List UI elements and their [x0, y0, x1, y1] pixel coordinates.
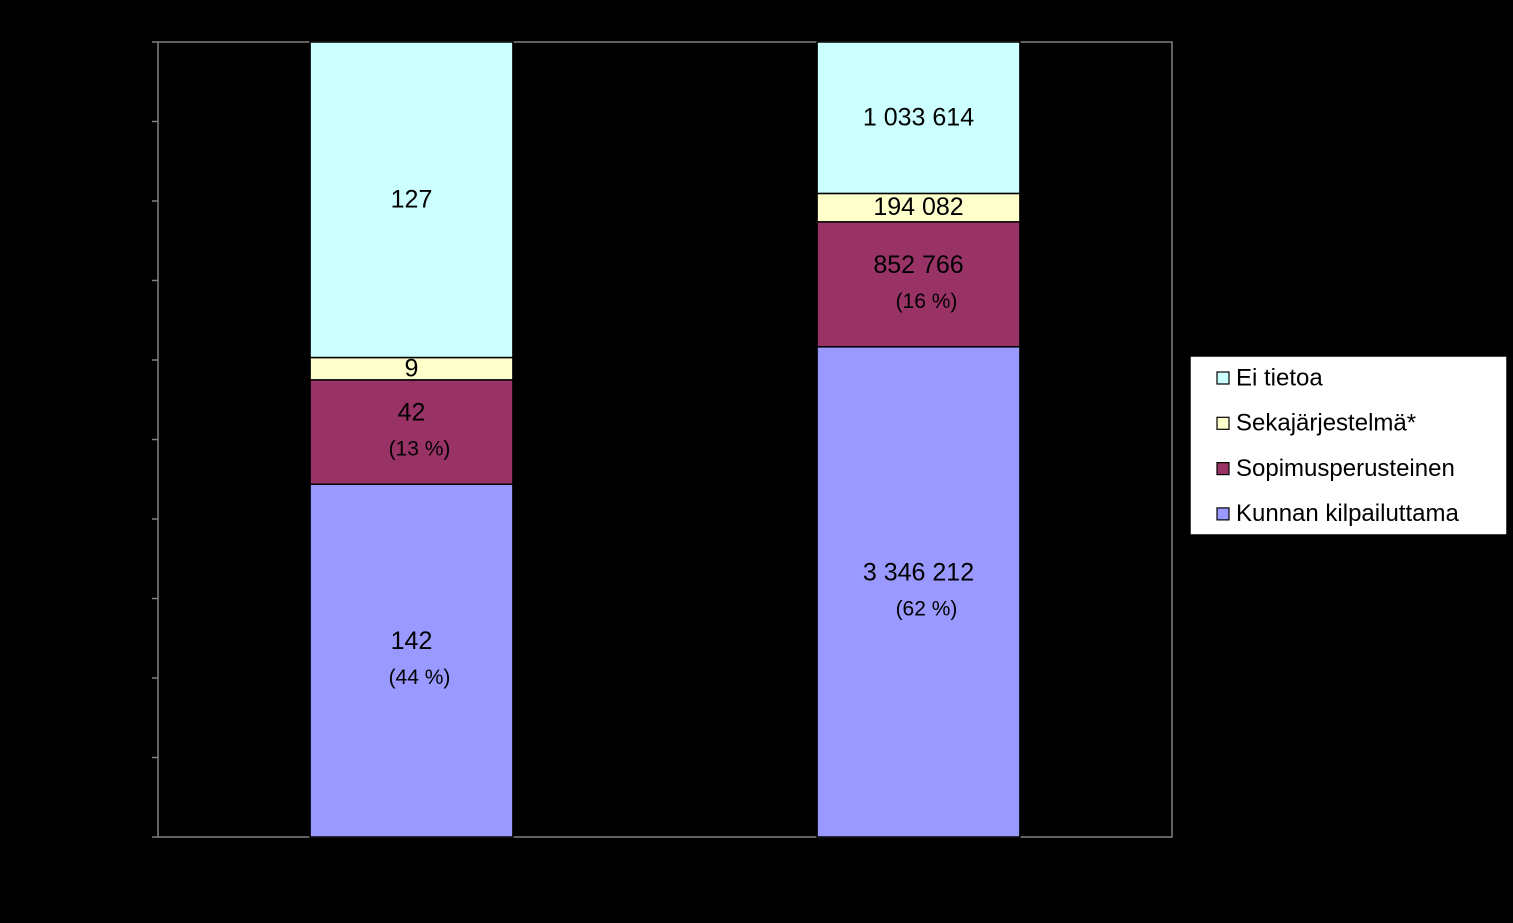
bar-segment [816, 221, 1021, 348]
legend-swatch [1216, 507, 1230, 521]
y-tick-label: 40 [126, 507, 148, 529]
y-tick-label: 10 [126, 746, 148, 768]
share-label: (62 %) [896, 597, 958, 620]
value-label: 142 [391, 627, 433, 655]
value-label: 127 [391, 185, 433, 213]
value-label: 9 [405, 354, 419, 382]
value-label: 3 346 212 [863, 559, 974, 587]
y-tick-label: 30 [126, 587, 148, 609]
y-tick-label: 0 [137, 825, 148, 847]
legend-label: Sopimusperusteinen [1236, 455, 1455, 482]
legend-label: Kunnan kilpailuttama [1236, 500, 1459, 527]
value-label: 1 033 614 [863, 103, 974, 131]
legend-label: Sekajärjestelmä* [1236, 410, 1416, 437]
bar-segment [816, 41, 1021, 195]
legend-swatch [1216, 462, 1230, 476]
y-tick-label: 80 [126, 189, 148, 211]
value-label: 852 766 [873, 251, 963, 279]
share-label: (16 %) [896, 290, 958, 313]
value-label: 194 082 [873, 193, 963, 221]
y-tick-label: 100 [115, 30, 148, 52]
bar-segment [816, 192, 1021, 223]
legend [1189, 355, 1508, 536]
y-tick-label: 20 [126, 666, 148, 688]
y-tick-label: 50 [126, 428, 148, 450]
y-tick-label: 90 [126, 110, 148, 132]
bar-segment [816, 346, 1021, 838]
legend-label: Ei tietoa [1236, 364, 1323, 391]
value-label: 42 [398, 399, 426, 427]
bar-segment [309, 483, 514, 838]
share-label: (44 %) [389, 666, 451, 689]
share-label: (13 %) [389, 438, 451, 461]
legend-swatch [1216, 416, 1230, 430]
y-tick-label: 60 [126, 348, 148, 370]
legend-swatch [1216, 371, 1230, 385]
bar-segment [309, 379, 514, 485]
y-tick-label: 70 [126, 269, 148, 291]
bar-segment [309, 41, 514, 359]
